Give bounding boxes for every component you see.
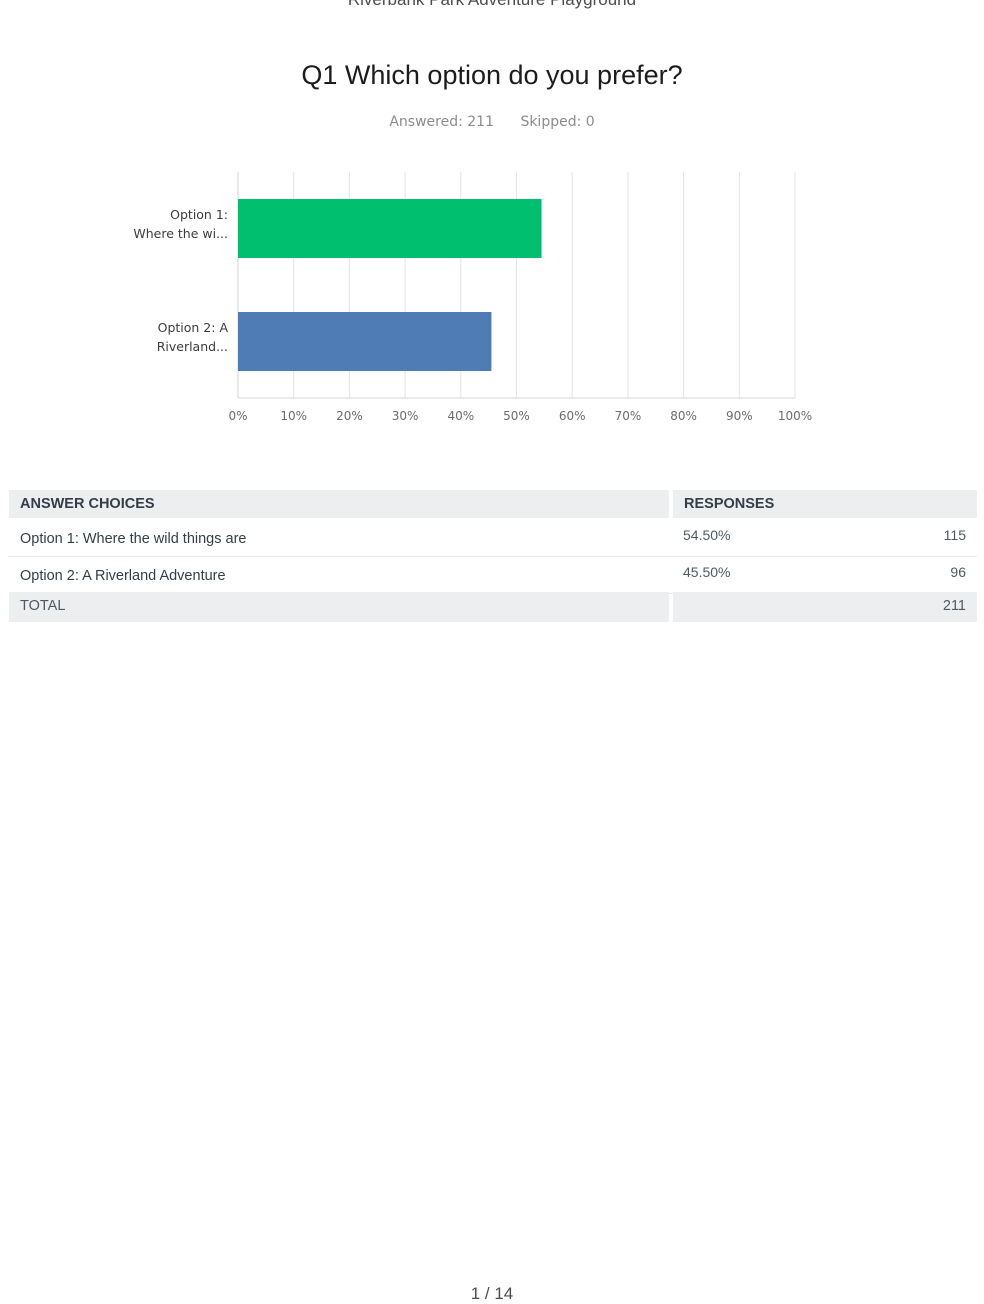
header-responses: RESPONSES bbox=[673, 490, 977, 518]
response-cell: 54.50% 115 bbox=[673, 520, 977, 556]
x-tick-label: 30% bbox=[392, 409, 419, 423]
answer-choice-label: Option 2: A Riverland Adventure bbox=[20, 568, 226, 584]
table-row: Option 1: Where the wild things are 54.5… bbox=[9, 520, 977, 557]
response-cell: 45.50% 96 bbox=[673, 557, 977, 593]
x-tick-label: 60% bbox=[559, 409, 586, 423]
x-tick-label: 70% bbox=[615, 409, 642, 423]
response-percent: 45.50% bbox=[683, 564, 731, 580]
x-tick-label: 20% bbox=[336, 409, 363, 423]
answered-count: Answered: 211 bbox=[389, 114, 494, 130]
total-count: 211 bbox=[673, 592, 977, 622]
category-label: Option 2: A bbox=[158, 320, 229, 335]
response-stats: Answered: 211 Skipped: 0 bbox=[0, 114, 984, 130]
total-label: TOTAL bbox=[9, 592, 669, 622]
response-count: 115 bbox=[943, 527, 966, 543]
x-tick-label: 40% bbox=[447, 409, 474, 423]
question-title: Q1 Which option do you prefer? bbox=[301, 60, 683, 90]
table-total-row: TOTAL 211 bbox=[9, 592, 977, 622]
header-answer-choices: ANSWER CHOICES bbox=[9, 490, 669, 518]
bar bbox=[238, 199, 542, 258]
category-label: Option 1: bbox=[170, 207, 228, 222]
x-tick-label: 80% bbox=[670, 409, 697, 423]
response-count: 96 bbox=[950, 564, 966, 580]
x-tick-label: 10% bbox=[280, 409, 307, 423]
answer-choice-label: Option 1: Where the wild things are bbox=[20, 531, 247, 547]
table-row: Option 2: A Riverland Adventure 45.50% 9… bbox=[9, 557, 977, 594]
table-header-row: ANSWER CHOICES RESPONSES bbox=[9, 490, 977, 518]
page-number: 1 / 14 bbox=[470, 1284, 514, 1303]
x-tick-label: 0% bbox=[228, 409, 247, 423]
report-header: Riverbank Park Adventure Playground bbox=[0, 0, 984, 10]
response-percent: 54.50% bbox=[683, 527, 731, 543]
x-tick-label: 50% bbox=[503, 409, 530, 423]
category-label: Where the wi... bbox=[133, 226, 228, 241]
bar-chart: 0% 10% 20% 30% 40% 50% 60% 70% 80% 90% 100% Option … bbox=[133, 172, 812, 423]
skipped-count: Skipped: 0 bbox=[520, 114, 595, 130]
x-tick-label: 100% bbox=[778, 409, 812, 423]
category-label: Riverland... bbox=[157, 339, 228, 354]
bar bbox=[238, 312, 492, 371]
x-tick-label: 90% bbox=[726, 409, 753, 423]
